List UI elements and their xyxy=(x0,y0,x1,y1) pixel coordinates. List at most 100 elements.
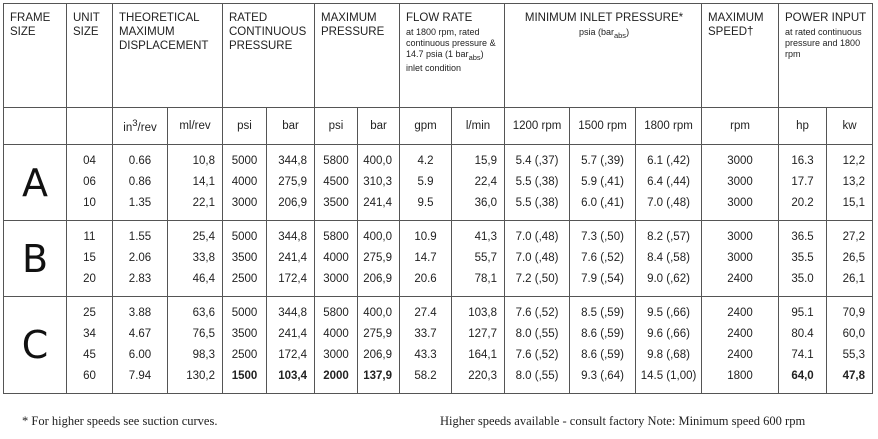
cell-i1200: 7.0 (,48) xyxy=(515,231,559,243)
cell-i1500: 6.0 (,41) xyxy=(581,197,624,209)
cell-mpsi: 4500 xyxy=(323,176,349,188)
column-i1800: 9.5 (,66) 9.6 (,66) 9.8 (,68) 14.5 (1,00) xyxy=(635,296,703,394)
cell-hp: 35.0 xyxy=(791,273,814,285)
cell-gpm: 33.7 xyxy=(414,328,437,340)
column-in3: 0.66 0.86 1.35 xyxy=(112,144,168,221)
cell-i1800: 8.2 (,57) xyxy=(647,231,690,243)
frame-group-row: B 11 15 20 1.55 2.06 2.83 25,4 33,8 46,4 5000 3500 2… xyxy=(3,220,874,297)
header-displacement: THEORETICAL MAXIMUM DISPLACEMENT xyxy=(112,3,223,108)
cell-i1800: 8.4 (,58) xyxy=(647,252,690,264)
unit-rated-psi: psi xyxy=(222,107,267,145)
cell-mpsi: 5800 xyxy=(323,155,349,167)
cell-ml: 14,1 xyxy=(192,176,215,188)
cell-ml: 63,6 xyxy=(192,307,215,319)
column-i1800: 6.1 (,42) 6.4 (,44) 7.0 (,48) xyxy=(635,144,703,221)
cell-gpm: 43.3 xyxy=(414,349,437,361)
cell-kw: 27,2 xyxy=(842,231,866,243)
header-max-pressure: MAXIMUM PRESSURE xyxy=(313,3,401,108)
cell-i1800: 9.5 (,66) xyxy=(647,307,690,319)
unit-kw: kw xyxy=(826,107,874,145)
cell-i1200: 8.0 (,55) xyxy=(515,328,559,340)
cell-i1800: 7.0 (,48) xyxy=(647,197,690,209)
cell-speed: 3000 xyxy=(727,231,753,243)
column-i1200: 7.6 (,52) 8.0 (,55) 7.6 (,52) 8.0 (,55) xyxy=(504,296,571,394)
cell-lmin: 164,1 xyxy=(468,349,498,361)
cell-rbar: 344,8 xyxy=(278,155,307,167)
cell-unit: 04 xyxy=(83,155,96,167)
cell-mbar: 275,9 xyxy=(363,252,393,264)
cell-rbar: 344,8 xyxy=(278,307,307,319)
header-row: FRAME SIZE UNIT SIZE THEORETICAL MAXIMUM… xyxy=(3,3,874,108)
cell-i1500: 8.6 (,59) xyxy=(581,349,624,361)
column-mbar: 400,0 275,9 206,9 137,9 xyxy=(356,296,401,394)
cell-ml: 98,3 xyxy=(192,349,215,361)
unit-rated-bar: bar xyxy=(266,107,315,145)
cell-rbar: 206,9 xyxy=(278,197,307,209)
column-hp: 95.1 80.4 74.1 64,0 xyxy=(778,296,828,394)
column-kw: 27,2 26,5 26,1 xyxy=(826,220,874,297)
column-unit: 11 15 20 xyxy=(66,220,113,297)
cell-rpsi: 4000 xyxy=(231,176,258,188)
cell-ml: 76,5 xyxy=(192,328,215,340)
unit-in3-rev: in3/rev xyxy=(112,107,168,145)
cell-unit: 25 xyxy=(83,307,96,319)
cell-mpsi: 5800 xyxy=(323,231,349,243)
column-rbar: 344,8 241,4 172,4 xyxy=(266,220,315,297)
flow-rate-note: at 1800 rpm, rated continuous pressure &… xyxy=(406,27,496,73)
cell-mbar: 400,0 xyxy=(363,231,393,243)
cell-rpsi: 3000 xyxy=(231,197,258,209)
cell-kw: 60,0 xyxy=(842,328,866,340)
column-i1500: 8.5 (,59) 8.6 (,59) 8.6 (,59) 9.3 (,64) xyxy=(569,296,637,394)
cell-i1200: 5.4 (,37) xyxy=(515,155,559,167)
column-unit: 04 06 10 xyxy=(66,144,113,221)
cell-gpm: 9.5 xyxy=(417,197,434,209)
cell-lmin: 127,7 xyxy=(468,328,498,340)
cell-kw: 13,2 xyxy=(842,176,866,188)
column-in3: 3.88 4.67 6.00 7.94 xyxy=(112,296,168,394)
cell-i1200: 7.2 (,50) xyxy=(515,273,559,285)
cell-speed: 3000 xyxy=(727,176,753,188)
cell-mpsi: 2000 xyxy=(323,370,349,382)
header-inlet-pressure: MINIMUM INLET PRESSURE* psia (barabs) xyxy=(504,3,703,108)
cell-i1200: 7.6 (,52) xyxy=(515,307,559,319)
column-rbar: 344,8 275,9 206,9 xyxy=(266,144,315,221)
column-rbar: 344,8 241,4 172,4 103,4 xyxy=(266,296,315,394)
cell-speed: 2400 xyxy=(727,328,753,340)
cell-rpsi: 5000 xyxy=(231,307,258,319)
column-ml: 25,4 33,8 46,4 xyxy=(167,220,223,297)
cell-in3: 6.00 xyxy=(128,349,152,361)
cell-ml: 10,8 xyxy=(192,155,215,167)
cell-hp: 64,0 xyxy=(791,370,814,382)
cell-rpsi: 2500 xyxy=(231,349,258,361)
header-rated-pressure: RATED CONTINUOUS PRESSURE xyxy=(222,3,315,108)
cell-hp: 16.3 xyxy=(791,155,814,167)
data-groups: A 04 06 10 0.66 0.86 1.35 10,8 14,1 22,1 5000 4000 3… xyxy=(3,144,874,394)
cell-speed: 1800 xyxy=(727,370,753,382)
unit-1800rpm: 1800 rpm xyxy=(635,107,703,145)
cell-gpm: 5.9 xyxy=(417,176,434,188)
cell-gpm: 20.6 xyxy=(414,273,437,285)
cell-rbar: 275,9 xyxy=(278,176,307,188)
cell-kw: 15,1 xyxy=(842,197,866,209)
column-gpm: 4.2 5.9 9.5 xyxy=(399,144,453,221)
frame-size-label: C xyxy=(3,296,67,394)
power-input-note: at rated continuous pressure and 1800 rp… xyxy=(785,27,862,59)
specifications-table: FRAME SIZE UNIT SIZE THEORETICAL MAXIMUM… xyxy=(3,3,874,394)
column-rpsi: 5000 4000 3000 xyxy=(222,144,267,221)
power-input-title: POWER INPUT xyxy=(785,12,867,24)
cell-mbar: 400,0 xyxy=(363,155,393,167)
cell-mbar: 206,9 xyxy=(363,273,393,285)
column-mbar: 400,0 275,9 206,9 xyxy=(356,220,401,297)
cell-in3: 1.35 xyxy=(128,197,152,209)
frame-group-row: A 04 06 10 0.66 0.86 1.35 10,8 14,1 22,1 5000 4000 3… xyxy=(3,144,874,221)
cell-speed: 2400 xyxy=(727,307,753,319)
footnote-suction: * For higher speeds see suction curves. xyxy=(22,414,218,428)
cell-mbar: 206,9 xyxy=(363,349,393,361)
cell-kw: 26,1 xyxy=(842,273,866,285)
cell-lmin: 78,1 xyxy=(474,273,498,285)
cell-i1500: 5.9 (,41) xyxy=(581,176,624,188)
inlet-pressure-title: MINIMUM INLET PRESSURE* xyxy=(524,12,684,24)
cell-speed: 3000 xyxy=(727,197,753,209)
column-kw: 12,2 13,2 15,1 xyxy=(826,144,874,221)
cell-i1800: 9.8 (,68) xyxy=(647,349,690,361)
